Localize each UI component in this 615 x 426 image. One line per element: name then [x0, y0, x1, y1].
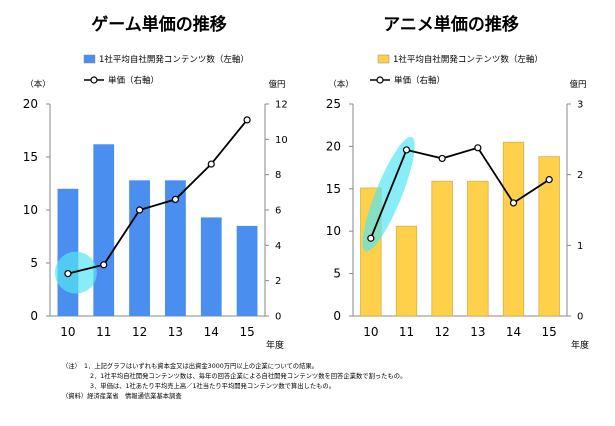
chart1-price-point-12	[135, 206, 144, 214]
chart2-x-axis-label: 年度	[571, 339, 589, 351]
chart2-title: アニメ単価の推移	[383, 14, 519, 35]
chart2-x-tick-label: 13	[470, 325, 485, 339]
chart1-bar-14	[200, 217, 222, 316]
chart2-x-tick-label: 15	[542, 325, 557, 339]
chart1-x-tick-label: 15	[239, 325, 254, 339]
chart1-price-point-14	[207, 160, 215, 168]
chart2-bar-15	[538, 156, 560, 317]
chart2-legend-line-marker	[376, 76, 384, 84]
chart1-bar-12	[129, 180, 150, 316]
chart2-right-tick-label: 3	[577, 100, 583, 111]
chart1-legend-line-label: 単価（右軸）	[108, 75, 159, 86]
chart2-bar-14	[502, 141, 525, 317]
chart2-left-tick-label: 5	[333, 267, 341, 281]
chart2-price-point-12	[438, 154, 446, 163]
note-1: （注） 1．上記グラフはいずれも資本金又は出資金3000万円以上の企業についての…	[62, 363, 318, 370]
chart2-price-point-15	[545, 176, 553, 184]
note-3: 3．単価は、1社あたり平均売上高／1社当たり平均開発コンテンツ数で算出したもの。	[90, 383, 336, 391]
chart1-x-tick-label: 11	[96, 325, 111, 339]
chart1-right-tick-label: 6	[275, 206, 281, 217]
chart1-bar-11	[93, 144, 115, 316]
chart1-bar-13	[165, 180, 186, 316]
chart1-price-point-11	[100, 261, 108, 269]
chart1-left-tick-label: 5	[30, 256, 38, 270]
chart1-left-tick-label: 0	[30, 309, 38, 323]
chart2-legend-bar-swatch	[377, 54, 390, 64]
chart1-right-tick-label: 4	[275, 241, 281, 252]
source-note: （資料）経済産業省 情報通信業基本調査	[62, 393, 182, 401]
chart1-right-tick-label: 8	[275, 170, 281, 181]
chart2-bar-12	[431, 180, 453, 317]
chart1-x-axis-label: 年度	[266, 339, 284, 351]
chart2-right-tick-label: 2	[577, 170, 583, 181]
chart2-x-tick-label: 14	[506, 325, 521, 339]
chart2-x-tick-label: 11	[399, 325, 414, 339]
chart1-right-tick-label: 0	[275, 312, 281, 323]
chart1-right-axis-unit: 億円	[268, 79, 285, 90]
chart1-left-tick-label: 20	[23, 97, 38, 111]
chart2-price-point-14	[509, 199, 518, 207]
chart2-left-tick-label: 15	[326, 182, 341, 196]
chart2-bar-13	[467, 180, 489, 317]
chart2-x-tick-label: 12	[435, 325, 450, 339]
chart1-price-point-10	[64, 270, 72, 278]
chart1-legend-bar-swatch	[83, 54, 96, 64]
chart1-x-tick-label: 12	[132, 325, 147, 339]
chart2-price-point-13	[474, 144, 482, 152]
chart2-left-tick-label: 10	[326, 224, 341, 238]
chart1-x-tick-label: 13	[168, 325, 183, 339]
chart1-legend-line-marker	[90, 76, 98, 84]
chart2-legend-line-label: 単価（右軸）	[394, 75, 445, 86]
chart2-price-point-10	[367, 234, 375, 242]
chart1-highlight-circle	[54, 251, 97, 294]
chart1-right-tick-label: 12	[275, 100, 288, 111]
chart1-x-tick-label: 14	[204, 325, 219, 339]
chart1-price-point-13	[171, 195, 180, 203]
chart1-right-tick-label: 2	[275, 276, 281, 287]
chart1-left-tick-label: 10	[23, 203, 38, 217]
chart2-left-axis-unit: （本）	[328, 79, 354, 90]
chart1-right-tick-label: 10	[275, 135, 288, 146]
chart2-left-tick-label: 25	[326, 97, 341, 111]
chart2-right-tick-label: 1	[577, 241, 583, 252]
chart1-price-line	[67, 119, 248, 275]
chart2-legend-bar-label: 1社平均自社開発コンテンツ数（左軸）	[393, 54, 543, 65]
chart1-left-axis-unit: （本）	[25, 79, 51, 90]
chart2-right-tick-label: 0	[577, 312, 583, 323]
chart2-x-tick-label: 10	[363, 325, 378, 339]
chart2-price-point-11	[402, 146, 411, 154]
chart1-legend-bar-label: 1社平均自社開発コンテンツ数（左軸）	[99, 54, 249, 65]
chart1-bar-15	[236, 225, 258, 316]
chart2-price-line	[369, 146, 550, 239]
chart2-left-tick-label: 20	[326, 139, 341, 153]
chart2-bar-11	[395, 225, 418, 317]
chart1-x-tick-label: 10	[60, 325, 75, 339]
footnotes: （注） 1．上記グラフはいずれも資本金又は出資金3000万円以上の企業についての…	[62, 362, 607, 402]
note-2: 2．1社平均自社開発コンテンツ数は、毎年の回答企業による自社開発コンテンツ数を回…	[90, 373, 407, 381]
chart1-title: ゲーム単価の推移	[91, 14, 227, 35]
chart2-left-tick-label: 0	[333, 309, 341, 323]
chart1-left-tick-label: 15	[23, 150, 38, 164]
chart1-price-point-15	[243, 116, 251, 124]
chart2-right-axis-unit: 億円	[569, 79, 586, 90]
